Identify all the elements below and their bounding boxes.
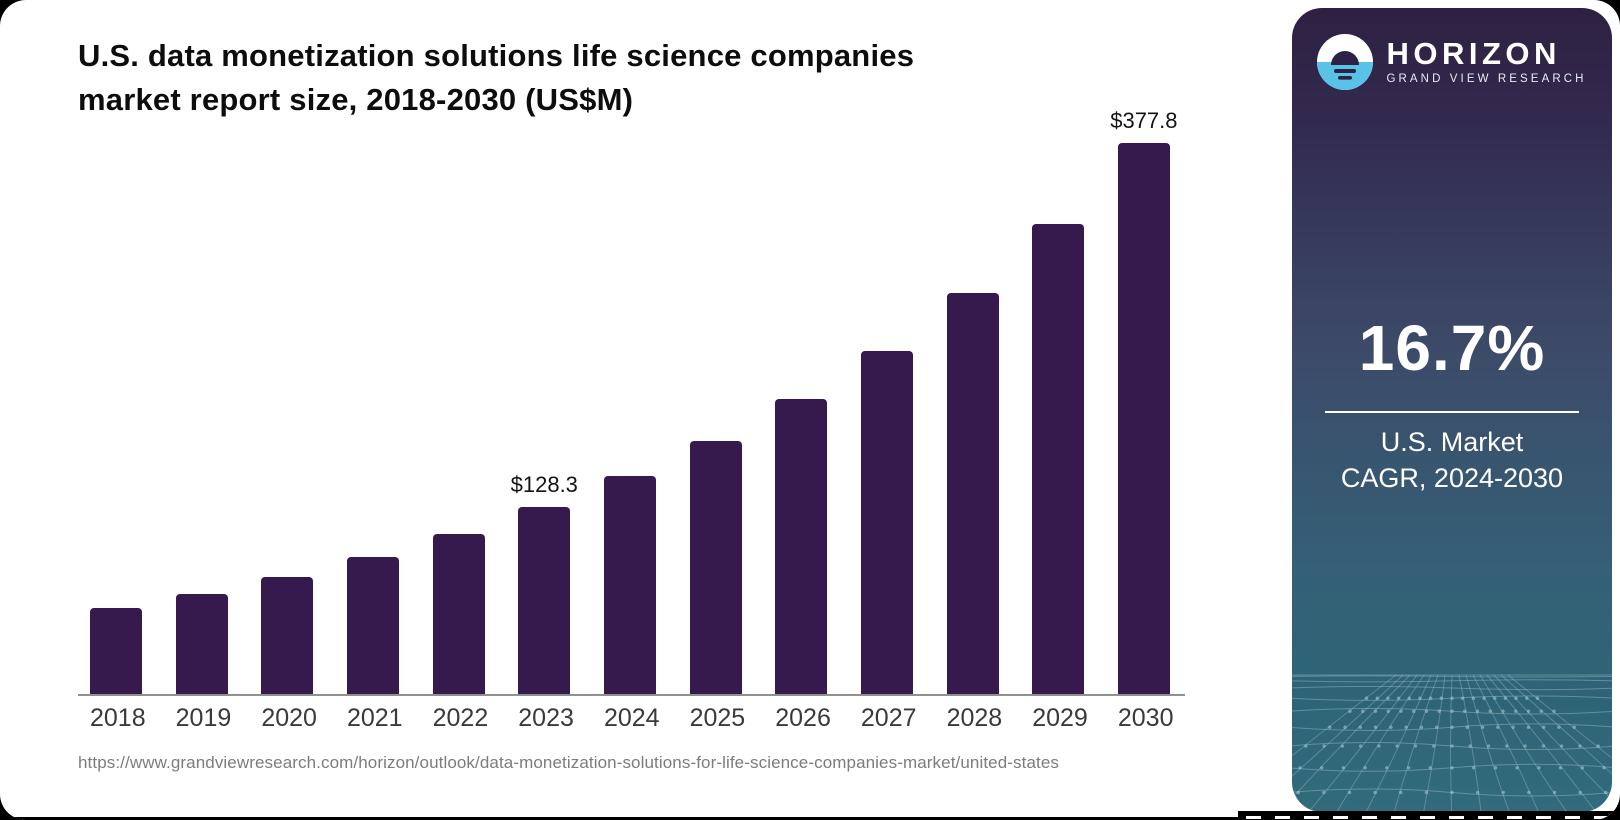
bar-column-2022 <box>432 143 485 694</box>
x-tick-label-2021: 2021 <box>346 704 403 732</box>
x-tick-label-2018: 2018 <box>90 704 146 732</box>
bar-2026 <box>775 399 828 694</box>
chart-title-line2: market report size, 2018-2030 (US$M) <box>78 82 634 118</box>
stat-divider <box>1325 411 1579 413</box>
bar-2018 <box>90 608 142 694</box>
bar-2019 <box>175 593 228 694</box>
x-axis-line <box>78 694 1185 696</box>
bottom-dash-strip <box>1238 811 1620 820</box>
horizon-mesh-graphic <box>1292 670 1612 812</box>
x-tick-label-2026: 2026 <box>775 704 831 732</box>
x-tick-label-2020: 2020 <box>261 704 317 732</box>
bar-columns: $128.3 $377.8 <box>90 108 1178 694</box>
x-tick-label-2019: 2019 <box>175 704 232 732</box>
bar-column-2018 <box>90 143 142 694</box>
bar-column-2025 <box>689 143 742 694</box>
chart-title-line1: U.S. data monetization solutions life sc… <box>78 38 915 73</box>
bottom-edge-line <box>0 817 1620 820</box>
bar-value-label-2030: $377.8 <box>1110 108 1178 133</box>
chart-title: U.S. data monetization solutions life sc… <box>78 34 1078 122</box>
bar-column-2028 <box>946 143 999 694</box>
bar-column-2019 <box>175 143 228 694</box>
brand-text-block: HORIZON GRAND VIEW RESEARCH <box>1386 38 1586 86</box>
x-tick-label-2029: 2029 <box>1032 704 1088 732</box>
x-tick-label-2028: 2028 <box>946 704 1003 732</box>
bar-value-label-2023: $128.3 <box>510 471 578 497</box>
bar-2029 <box>1032 223 1085 694</box>
bar-column-2029 <box>1032 143 1085 694</box>
x-tick-label-2023: 2023 <box>518 704 574 732</box>
bar-column-2026 <box>775 143 828 694</box>
bar-2030 <box>1117 143 1170 694</box>
brand-logo-row: HORIZON GRAND VIEW RESEARCH <box>1292 34 1612 90</box>
bar-column-2023: $128.3 <box>511 143 578 694</box>
cagr-stat-caption: U.S. Market CAGR, 2024-2030 <box>1292 425 1612 496</box>
stat-caption-line2: CAGR, 2024-2030 <box>1340 462 1564 493</box>
brand-name: HORIZON <box>1386 36 1561 72</box>
source-url: https://www.grandviewresearch.com/horizo… <box>78 753 1059 772</box>
bar-2024 <box>603 476 656 694</box>
stat-caption-line1: U.S. Market <box>1380 427 1524 457</box>
brand-tagline: GRAND VIEW RESEARCH <box>1386 73 1587 86</box>
x-tick-label-2030: 2030 <box>1117 704 1174 732</box>
bar-2025 <box>689 440 742 694</box>
x-tick-label-2024: 2024 <box>603 704 660 732</box>
bar-2022 <box>432 533 485 694</box>
bar-2028 <box>946 293 999 694</box>
bar-2027 <box>860 350 913 694</box>
bar-column-2020 <box>261 143 314 694</box>
bar-2020 <box>261 576 314 694</box>
cagr-stat-value: 16.7% <box>1358 312 1546 384</box>
x-tick-label-2025: 2025 <box>689 704 746 732</box>
year-labels: 2018 2019 2020 2021 2022 2023 2024 2025 2026 2027… <box>90 704 1174 733</box>
bar-column-2030: $377.8 <box>1110 108 1178 694</box>
bar-column-2021 <box>346 143 399 694</box>
bar-column-2024 <box>603 143 656 694</box>
x-tick-label-2022: 2022 <box>432 704 489 732</box>
bar-2021 <box>346 556 399 694</box>
brand-sidebar: HORIZON GRAND VIEW RESEARCH 16.7% U.S. M… <box>1292 8 1612 812</box>
bar-2023 <box>518 506 571 694</box>
bar-column-2027 <box>860 143 913 694</box>
horizon-sun-logo-icon <box>1317 34 1374 90</box>
x-tick-label-2027: 2027 <box>860 704 917 732</box>
